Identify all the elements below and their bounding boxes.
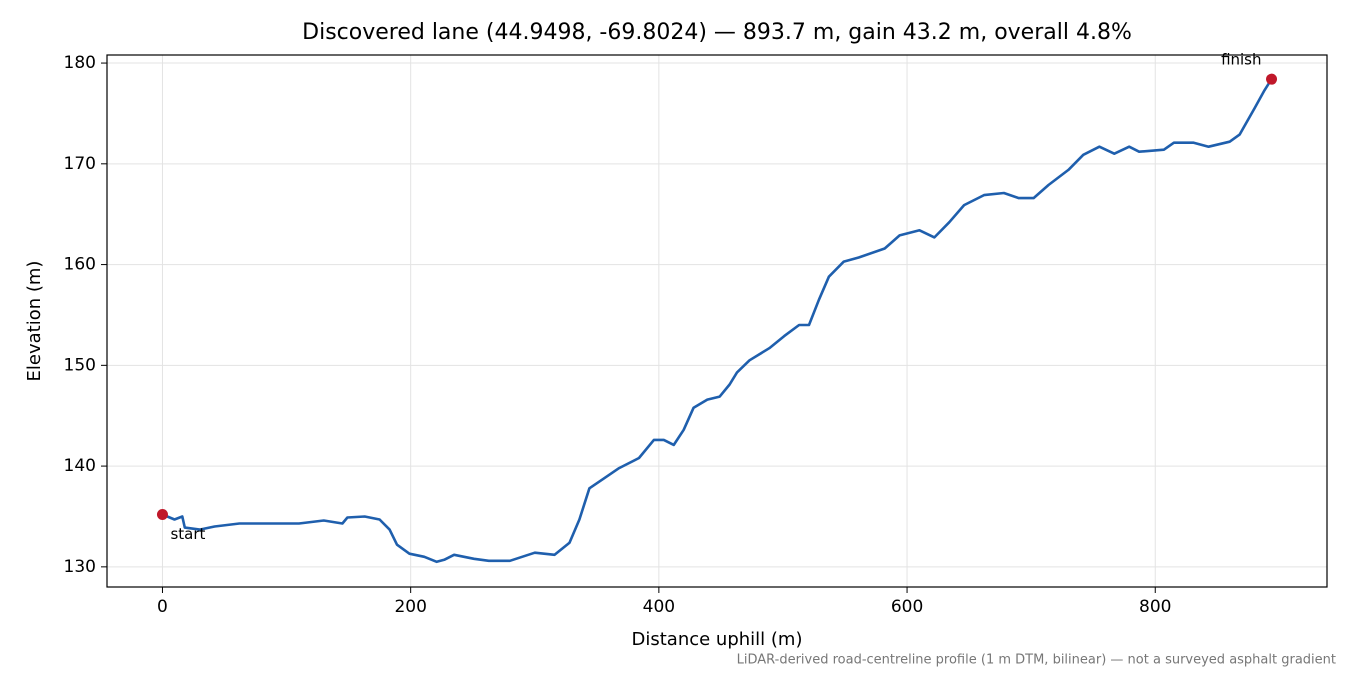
y-tick-label: 130 — [64, 557, 96, 577]
endpoint-label: start — [170, 525, 205, 543]
y-tick-label: 150 — [64, 355, 96, 375]
x-tick-label: 600 — [891, 597, 923, 617]
chart-title: Discovered lane (44.9498, -69.8024) — 89… — [302, 20, 1132, 45]
profile-line — [162, 78, 1273, 564]
y-axis-label: Elevation (m) — [24, 261, 45, 382]
plot-frame — [106, 54, 1328, 588]
x-tick-label: 200 — [394, 597, 426, 617]
x-tick-label: 800 — [1139, 597, 1171, 617]
endpoint-marker — [156, 508, 168, 520]
y-tick-label: 140 — [64, 456, 96, 476]
y-tick-label: 160 — [64, 255, 96, 275]
x-tick-label: 0 — [157, 597, 168, 617]
endpoint-label: finish — [1221, 51, 1261, 69]
endpoint-marker — [1266, 73, 1278, 85]
footnote: LiDAR-derived road-centreline profile (1… — [737, 653, 1336, 668]
x-tick-label: 400 — [643, 597, 675, 617]
y-tick-label: 170 — [64, 154, 96, 174]
y-tick-label: 180 — [64, 53, 96, 73]
x-axis-label: Distance uphill (m) — [632, 629, 803, 650]
